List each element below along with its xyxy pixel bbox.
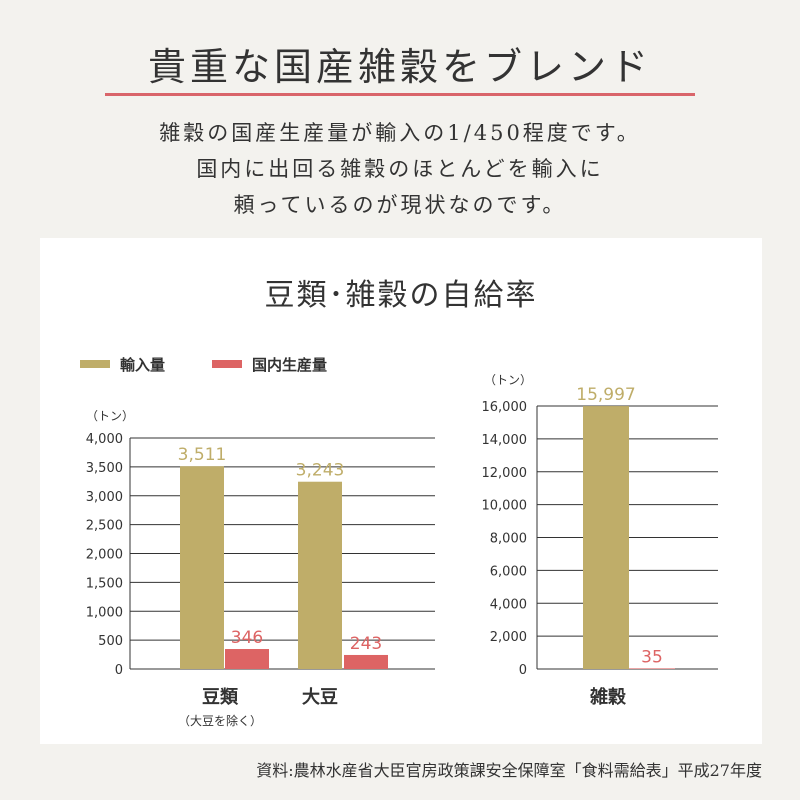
y-tick-label: 10,000	[482, 499, 528, 514]
legend-item-import: 輸入量	[80, 353, 165, 375]
data-label: 3,511	[178, 445, 227, 465]
legend-label-domestic: 国内生産量	[252, 355, 328, 374]
bar-domestic	[344, 654, 388, 669]
y-tick-label: 500	[98, 634, 123, 649]
bar-domestic	[225, 649, 269, 669]
chart-title: 豆類･雑穀の自給率	[264, 278, 538, 313]
y-tick-label: 8,000	[490, 532, 527, 547]
y-tick-label: 16,000	[482, 400, 528, 415]
page-title: 貴重な国産雑穀をブレンド	[147, 45, 652, 89]
data-label: 346	[231, 628, 263, 648]
y-tick-label: 4,000	[490, 597, 527, 612]
y-tick-label: 3,000	[86, 490, 123, 505]
intro-text: 雑穀の国産生産量が輸入の1/450程度です。 国内に出回る雑穀のほとんどを輸入に…	[0, 115, 800, 223]
y-tick-label: 2,000	[490, 630, 527, 645]
data-label: 3,243	[296, 461, 345, 481]
legend-item-domestic: 国内生産量	[212, 353, 327, 375]
y-tick-label: 0	[115, 663, 123, 678]
intro-line: 頼っているのが現状なのです。	[233, 193, 567, 217]
intro-line: 雑穀の国産生産量が輸入の1/450程度です。	[159, 121, 641, 145]
y-tick-label: 3,500	[86, 461, 123, 476]
legend-label-import: 輸入量	[120, 355, 166, 374]
category-label-grains: 雑穀	[590, 687, 626, 708]
category-label-beans: 豆類	[202, 687, 238, 708]
y-tick-label: 6,000	[490, 564, 527, 579]
right-chart-unit: （トン）	[484, 373, 533, 387]
title-underline	[105, 93, 695, 96]
y-tick-label: 2,000	[86, 548, 123, 563]
y-tick-label: 4,000	[86, 432, 123, 447]
y-tick-label: 12,000	[482, 466, 528, 481]
source-note: 資料:農林水産省大臣官房政策課安全保障室「食料需給表」平成27年度	[256, 761, 762, 780]
bar-import	[180, 466, 224, 669]
left-chart-unit: （トン）	[86, 409, 135, 423]
data-label: 243	[350, 634, 382, 654]
category-sublabel-beans: （大豆を除く）	[177, 714, 262, 728]
bar-import	[298, 481, 342, 669]
y-tick-label: 1,500	[86, 576, 123, 591]
y-tick-label: 0	[519, 663, 527, 678]
data-label: 15,997	[576, 385, 635, 405]
chart-panel	[40, 238, 762, 744]
legend-swatch-domestic	[212, 360, 242, 368]
bar-import	[583, 406, 629, 669]
y-tick-label: 14,000	[482, 433, 528, 448]
bar-domestic	[629, 668, 675, 669]
data-label: 35	[641, 647, 663, 667]
legend-swatch-import	[80, 360, 110, 368]
intro-line: 国内に出回る雑穀のほとんどを輸入に	[196, 157, 604, 181]
right-category-label: 雑穀	[568, 683, 648, 709]
category-label-soybean: 大豆	[302, 687, 338, 708]
left-category-label: 大豆	[280, 683, 360, 709]
left-category-label: 豆類 （大豆を除く）	[160, 683, 280, 729]
y-tick-label: 1,000	[86, 605, 123, 620]
y-tick-label: 2,500	[86, 519, 123, 534]
